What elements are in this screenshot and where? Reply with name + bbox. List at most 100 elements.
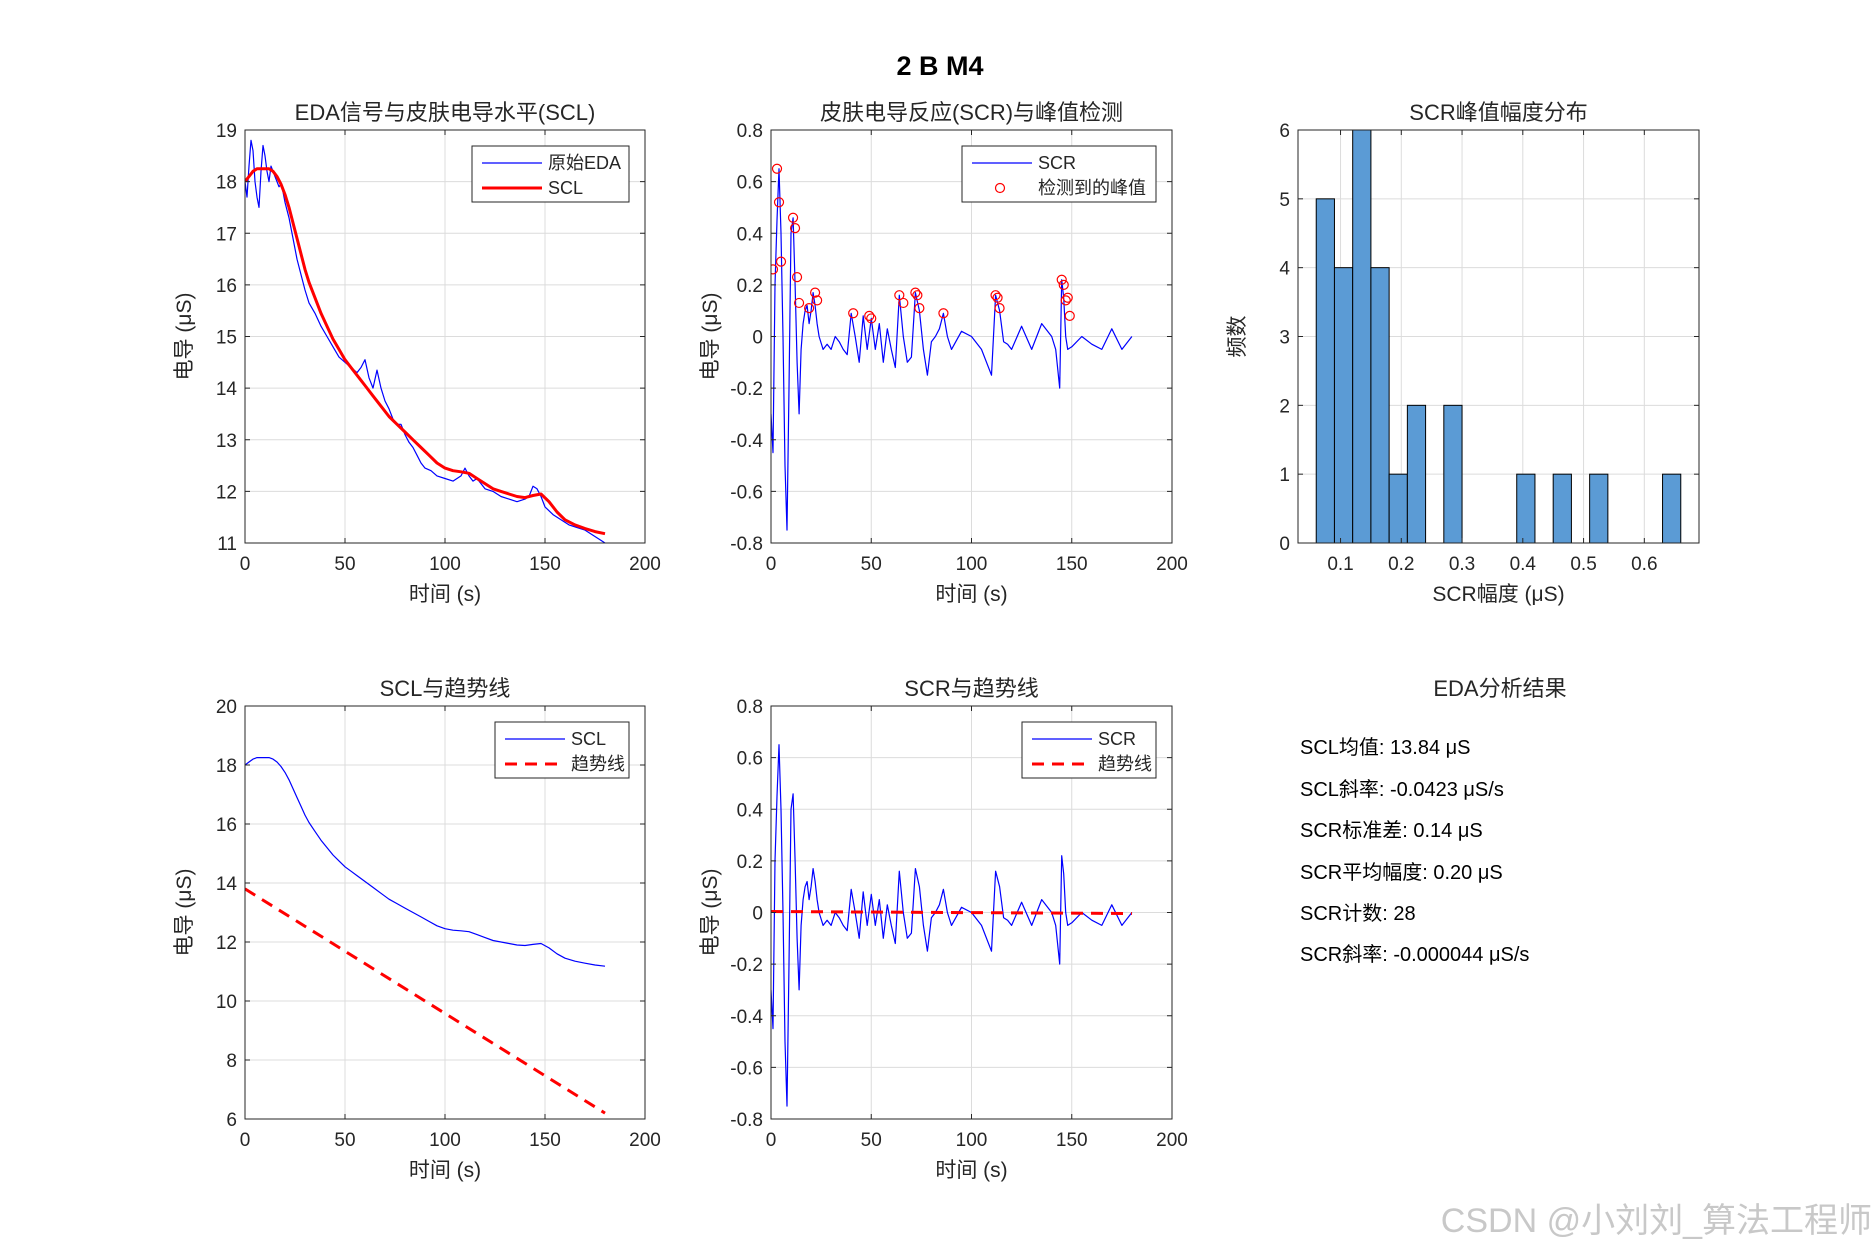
x-tick-label: 100: [429, 1130, 461, 1151]
y-tick-label: 0.4: [737, 224, 764, 245]
stat-scr-slope: SCR斜率: -0.000044 μS/s: [1300, 943, 1529, 966]
legend-label: 检测到的峰值: [1038, 178, 1146, 198]
x-tick-label: 0: [240, 554, 251, 575]
x-tick-label: 0.1: [1327, 554, 1353, 575]
histogram-bar: [1370, 267, 1390, 543]
peak-marker: [812, 295, 823, 306]
y-tick-label: 14: [216, 379, 238, 400]
plot-content: [245, 139, 606, 543]
y-tick-label: 19: [216, 121, 237, 142]
y-tick-label: 0.4: [737, 800, 764, 821]
y-tick-label: -0.8: [730, 534, 763, 555]
y-tick-label: 3: [1279, 328, 1290, 349]
legend-box: [1021, 721, 1157, 779]
histogram-bar: [1552, 473, 1572, 543]
plot-content: [245, 757, 606, 1115]
histogram-bar: [1516, 473, 1536, 543]
x-tick-label: 50: [334, 554, 355, 575]
x-tick-label: 200: [629, 1130, 661, 1151]
legend-label: SCR: [1038, 153, 1076, 173]
histogram-bar: [1352, 130, 1372, 543]
y-tick-label: 2: [1279, 396, 1290, 417]
y-tick-label: 0.6: [737, 749, 763, 770]
peak-marker: [864, 310, 875, 321]
axes-container: 0 50 100 150 200111213141516171819EDA信号与皮肤电导…: [173, 100, 1700, 1182]
legend: SCR 趋势线: [1021, 721, 1157, 779]
y-tick-label: 17: [216, 224, 237, 245]
plot-content: [771, 744, 1133, 1107]
y-tick-label: 0: [752, 328, 763, 349]
peak-marker: [990, 290, 1001, 301]
peak-marker: [1064, 310, 1075, 321]
watermark: CSDN @小刘刘_算法工程师: [1441, 1202, 1872, 1240]
y-tick-label: 20: [216, 697, 237, 718]
y-tick-label: 15: [216, 328, 237, 349]
x-tick-label: 200: [1156, 1130, 1188, 1151]
x-tick-label: 0.3: [1449, 554, 1475, 575]
peak-marker: [803, 303, 815, 314]
series-line-0: [771, 168, 1133, 531]
peak-marker: [992, 292, 1003, 303]
x-tick-label: 0: [766, 554, 777, 575]
series-line-1: [771, 910, 1132, 915]
legend-label: SCL: [571, 729, 606, 749]
peak-marker: [787, 212, 799, 223]
peak-marker: [912, 290, 923, 301]
legend-label: 趋势线: [1098, 754, 1152, 774]
x-tick-label: 100: [429, 554, 461, 575]
legend: SCR 检测到的峰值: [961, 145, 1157, 203]
histogram-bar: [1406, 404, 1427, 543]
y-tick-label: 6: [1279, 121, 1290, 142]
chart-title: SCL与趋势线: [380, 676, 511, 701]
y-tick-label: -0.2: [730, 379, 763, 400]
y-tick-label: 6: [226, 1110, 237, 1131]
chart-scr_trend: 0 50 100 150 200 -0.8 -0.6 -0.4 -0.2 0 0.2 0.4 0.6 0.…: [699, 676, 1188, 1182]
x-tick-label: 150: [1056, 554, 1088, 575]
chart-title: SCR峰值幅度分布: [1409, 100, 1587, 125]
y-tick-label: 12: [216, 482, 237, 503]
x-tick-label: 100: [956, 1130, 988, 1151]
y-tick-label: -0.6: [730, 1058, 763, 1079]
peak-marker: [771, 264, 779, 275]
x-tick-label: 100: [956, 554, 988, 575]
x-axis-label: 时间 (s): [935, 583, 1007, 606]
x-axis-label: 时间 (s): [409, 583, 481, 606]
series-line-1: [245, 887, 606, 1115]
x-tick-label: 0.2: [1388, 554, 1414, 575]
x-tick-label: 150: [1056, 1130, 1088, 1151]
stat-scr-mean-amp: SCR平均幅度: 0.20 μS: [1300, 861, 1503, 884]
plot-content: [771, 163, 1133, 531]
chart-title: EDA信号与皮肤电导水平(SCL): [295, 100, 596, 125]
series-line-0: [245, 757, 606, 967]
legend-label: 原始EDA: [548, 153, 621, 173]
chart-title: 皮肤电导反应(SCR)与峰值检测: [820, 100, 1123, 125]
y-tick-label: -0.2: [730, 955, 763, 976]
histogram-bar: [1333, 267, 1354, 543]
y-tick-label: 4: [1279, 259, 1290, 280]
legend-box: [494, 721, 630, 779]
chart-title: SCR与趋势线: [904, 676, 1038, 701]
y-tick-label: 0.8: [737, 697, 763, 718]
y-tick-label: 0.2: [737, 852, 763, 873]
stat-scl-slope: SCL斜率: -0.0423 μS/s: [1300, 778, 1504, 801]
peak-marker: [894, 290, 905, 301]
y-tick-label: 0: [1279, 534, 1290, 555]
y-tick-label: 8: [226, 1051, 237, 1072]
x-tick-label: 0: [766, 1130, 777, 1151]
x-tick-label: 0.4: [1510, 554, 1537, 575]
peak-marker: [775, 256, 787, 267]
y-tick-label: 13: [216, 431, 237, 452]
peak-marker: [1060, 295, 1071, 306]
series-line-1: [245, 167, 606, 536]
x-tick-label: 0.5: [1570, 554, 1596, 575]
histogram-bar: [1443, 404, 1463, 543]
y-tick-label: -0.4: [730, 431, 763, 452]
chart-scr_hist: 0.1 0.2 0.3 0.4 0.5 0.6 0 1 2 3 4 5 6 SCR峰值幅度分布 SCR幅度 …: [1226, 100, 1700, 606]
y-tick-label: 0.2: [737, 276, 763, 297]
legend-label: 趋势线: [571, 754, 625, 774]
y-tick-label: 11: [217, 534, 237, 555]
stats-title: EDA分析结果: [1433, 676, 1566, 701]
legend-marker: [994, 182, 1006, 194]
